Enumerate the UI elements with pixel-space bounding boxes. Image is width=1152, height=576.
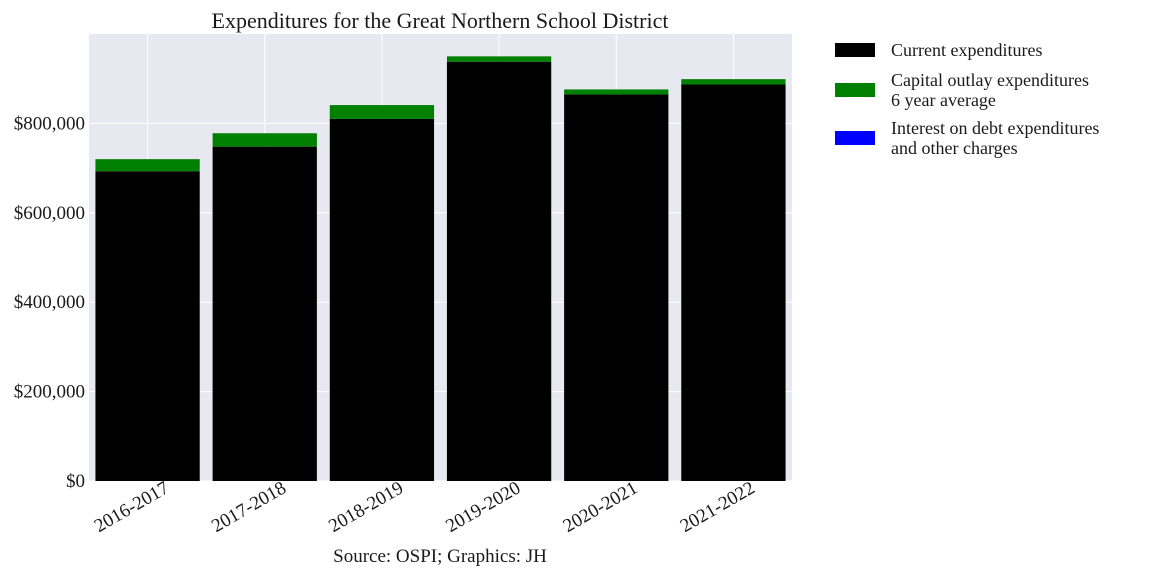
x-tick-label: 2017-2018 [208, 478, 290, 537]
plot-area [89, 34, 792, 481]
bar-segment [681, 84, 786, 482]
x-tick-label: 2019-2020 [442, 478, 524, 537]
x-tick-label: 2020-2021 [560, 478, 642, 537]
bars [95, 56, 786, 482]
y-tick-label: $800,000 [14, 113, 85, 134]
bar-segment [212, 146, 317, 482]
legend-label: Capital outlay expenditures 6 year averag… [891, 70, 1089, 110]
bar-segment [95, 171, 200, 481]
bar-segment [681, 79, 786, 85]
chart-title: Expenditures for the Great Northern Scho… [212, 8, 669, 33]
y-tick-label: $200,000 [14, 382, 85, 403]
legend-swatch [835, 43, 875, 57]
x-tick-label: 2018-2019 [325, 478, 407, 537]
x-axis-ticks: 2016-2017 2017-2018 2018-2019 2019-2020 2020… [91, 478, 759, 537]
legend-swatch [835, 83, 875, 97]
x-tick-label: 2016-2017 [91, 478, 173, 537]
x-axis-label: Source: OSPI; Graphics: JH [333, 546, 547, 567]
y-tick-label: $0 [66, 471, 85, 492]
bar-segment [212, 133, 317, 147]
legend: Current expenditures Capital outlay expen… [835, 40, 1099, 158]
legend-swatch [835, 131, 875, 145]
bar-segment [446, 61, 552, 482]
y-axis-ticks: $0 $200,000 $400,000 $600,000 $800,000 [14, 113, 85, 492]
bar-segment [329, 118, 435, 482]
x-tick-label: 2021-2022 [677, 478, 759, 537]
bar-segment [329, 105, 435, 119]
y-tick-label: $400,000 [14, 292, 85, 313]
bar-segment [564, 94, 669, 481]
y-tick-label: $600,000 [14, 203, 85, 224]
legend-label: Current expenditures [891, 40, 1042, 60]
bar-segment [446, 56, 552, 62]
bar-segment [564, 89, 669, 95]
legend-label: Interest on debt expenditures and other c… [891, 118, 1099, 158]
bar-segment [95, 159, 200, 172]
